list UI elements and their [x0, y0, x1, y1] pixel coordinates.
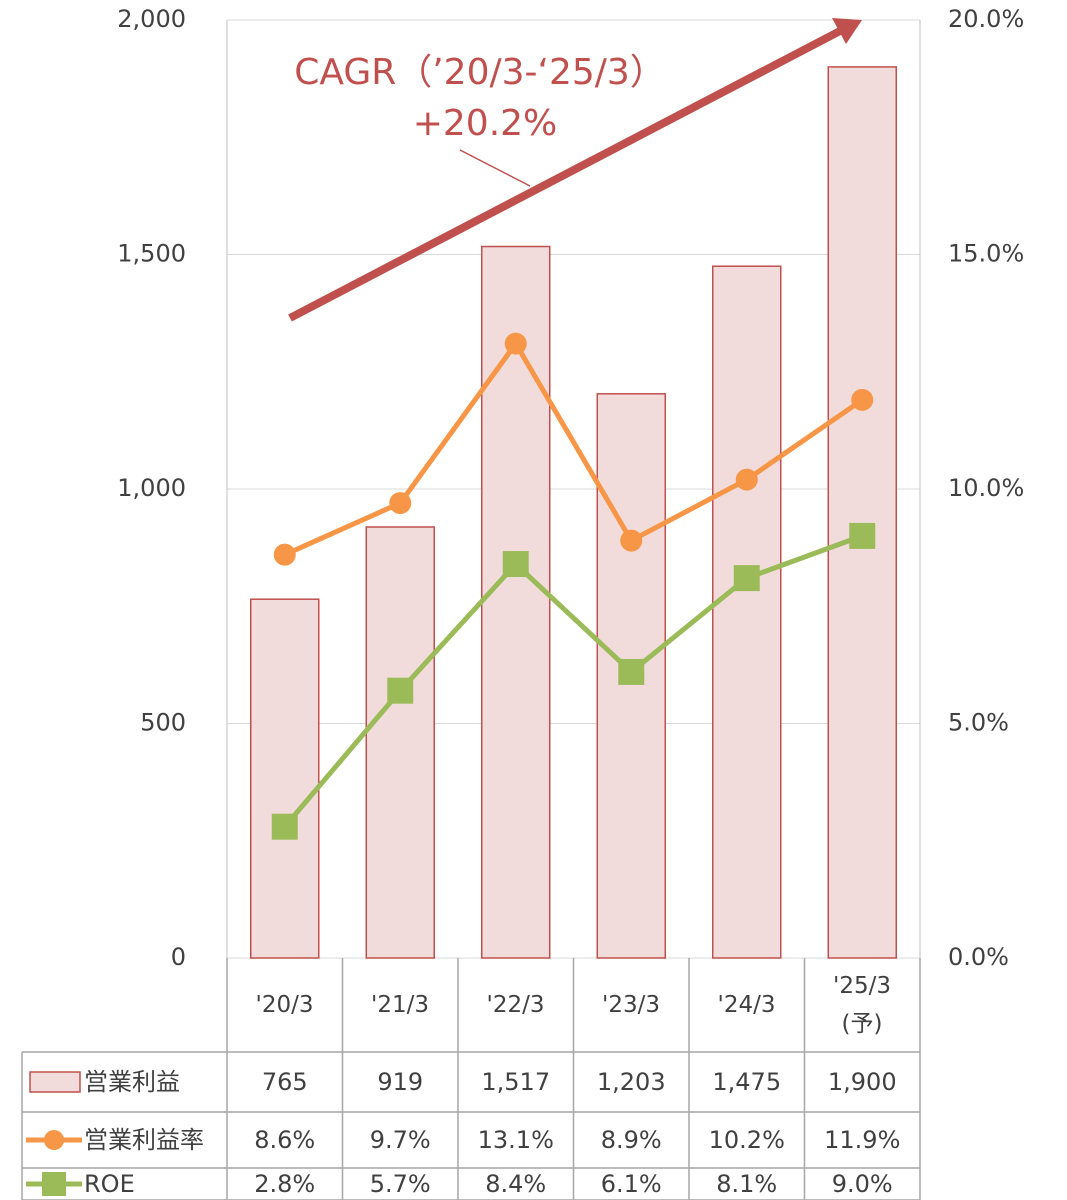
legend-label: 営業利益率: [84, 1126, 204, 1154]
marker: [273, 543, 296, 566]
y2-tick-label: 5.0%: [948, 709, 1009, 737]
table-value: 1,900: [828, 1068, 897, 1096]
y2-tick-label: 15.0%: [948, 240, 1024, 268]
y-tick-label: 0: [171, 943, 186, 971]
marker: [389, 492, 412, 515]
table-value: 1,475: [712, 1068, 781, 1096]
y-tick-label: 2,000: [117, 5, 186, 33]
table-value: 1,203: [597, 1068, 666, 1096]
x-tick-label: '23/3: [602, 992, 660, 1018]
marker: [387, 677, 414, 704]
annotation: +20.2%: [413, 103, 558, 144]
table-value: 9.0%: [832, 1170, 893, 1198]
table-value: 8.1%: [716, 1170, 777, 1198]
bar: [712, 265, 782, 959]
legend-swatch: [29, 1071, 81, 1093]
y2-tick-label: 10.0%: [948, 474, 1024, 502]
marker: [618, 658, 645, 685]
annotation: CAGR（’20/3-‘25/3）: [294, 52, 666, 93]
marker: [504, 332, 527, 355]
legend-label: ROE: [84, 1170, 135, 1198]
marker: [735, 468, 758, 491]
table-value: 11.9%: [824, 1126, 900, 1154]
marker: [502, 551, 529, 578]
marker: [271, 813, 298, 840]
table-value: 1,517: [481, 1068, 550, 1096]
y-tick-label: 1,000: [117, 474, 186, 502]
x-tick-label: '20/3: [255, 992, 314, 1018]
table-value: 8.6%: [254, 1126, 315, 1154]
table-value: 919: [377, 1068, 423, 1096]
x-tick-label: '21/3: [371, 992, 429, 1018]
x-tick-label: '24/3: [717, 992, 776, 1018]
table-value: 8.9%: [601, 1126, 662, 1154]
marker: [620, 529, 643, 552]
legend-swatch: [42, 1172, 66, 1196]
table-value: 8.4%: [485, 1170, 546, 1198]
y2-tick-label: 0.0%: [948, 943, 1009, 971]
bar: [827, 66, 897, 959]
marker: [849, 522, 876, 549]
legend-label: 営業利益: [84, 1068, 180, 1096]
y2-tick-label: 20.0%: [948, 5, 1024, 33]
x-tick-label: '22/3: [486, 992, 545, 1018]
table-value: 2.8%: [254, 1170, 315, 1198]
bar: [365, 526, 435, 959]
cagr-arrow: [288, 27, 842, 322]
table-value: 765: [262, 1068, 308, 1096]
table-value: 10.2%: [709, 1126, 785, 1154]
y-tick-label: 500: [140, 709, 186, 737]
marker: [851, 388, 874, 411]
leader-line: [459, 149, 531, 187]
line: [282, 533, 864, 829]
y-tick-label: 1,500: [117, 240, 186, 268]
table-value: 5.7%: [370, 1170, 431, 1198]
marker: [733, 565, 760, 592]
line: [283, 339, 864, 557]
table-value: 6.1%: [601, 1170, 662, 1198]
x-tick-label: '25/3 (予): [833, 973, 891, 1037]
bar: [250, 598, 320, 959]
legend-swatch: [44, 1130, 64, 1150]
table-value: 13.1%: [478, 1126, 554, 1154]
table-value: 9.7%: [370, 1126, 431, 1154]
bar: [481, 245, 551, 959]
cagr-arrow-head: [832, 18, 862, 44]
